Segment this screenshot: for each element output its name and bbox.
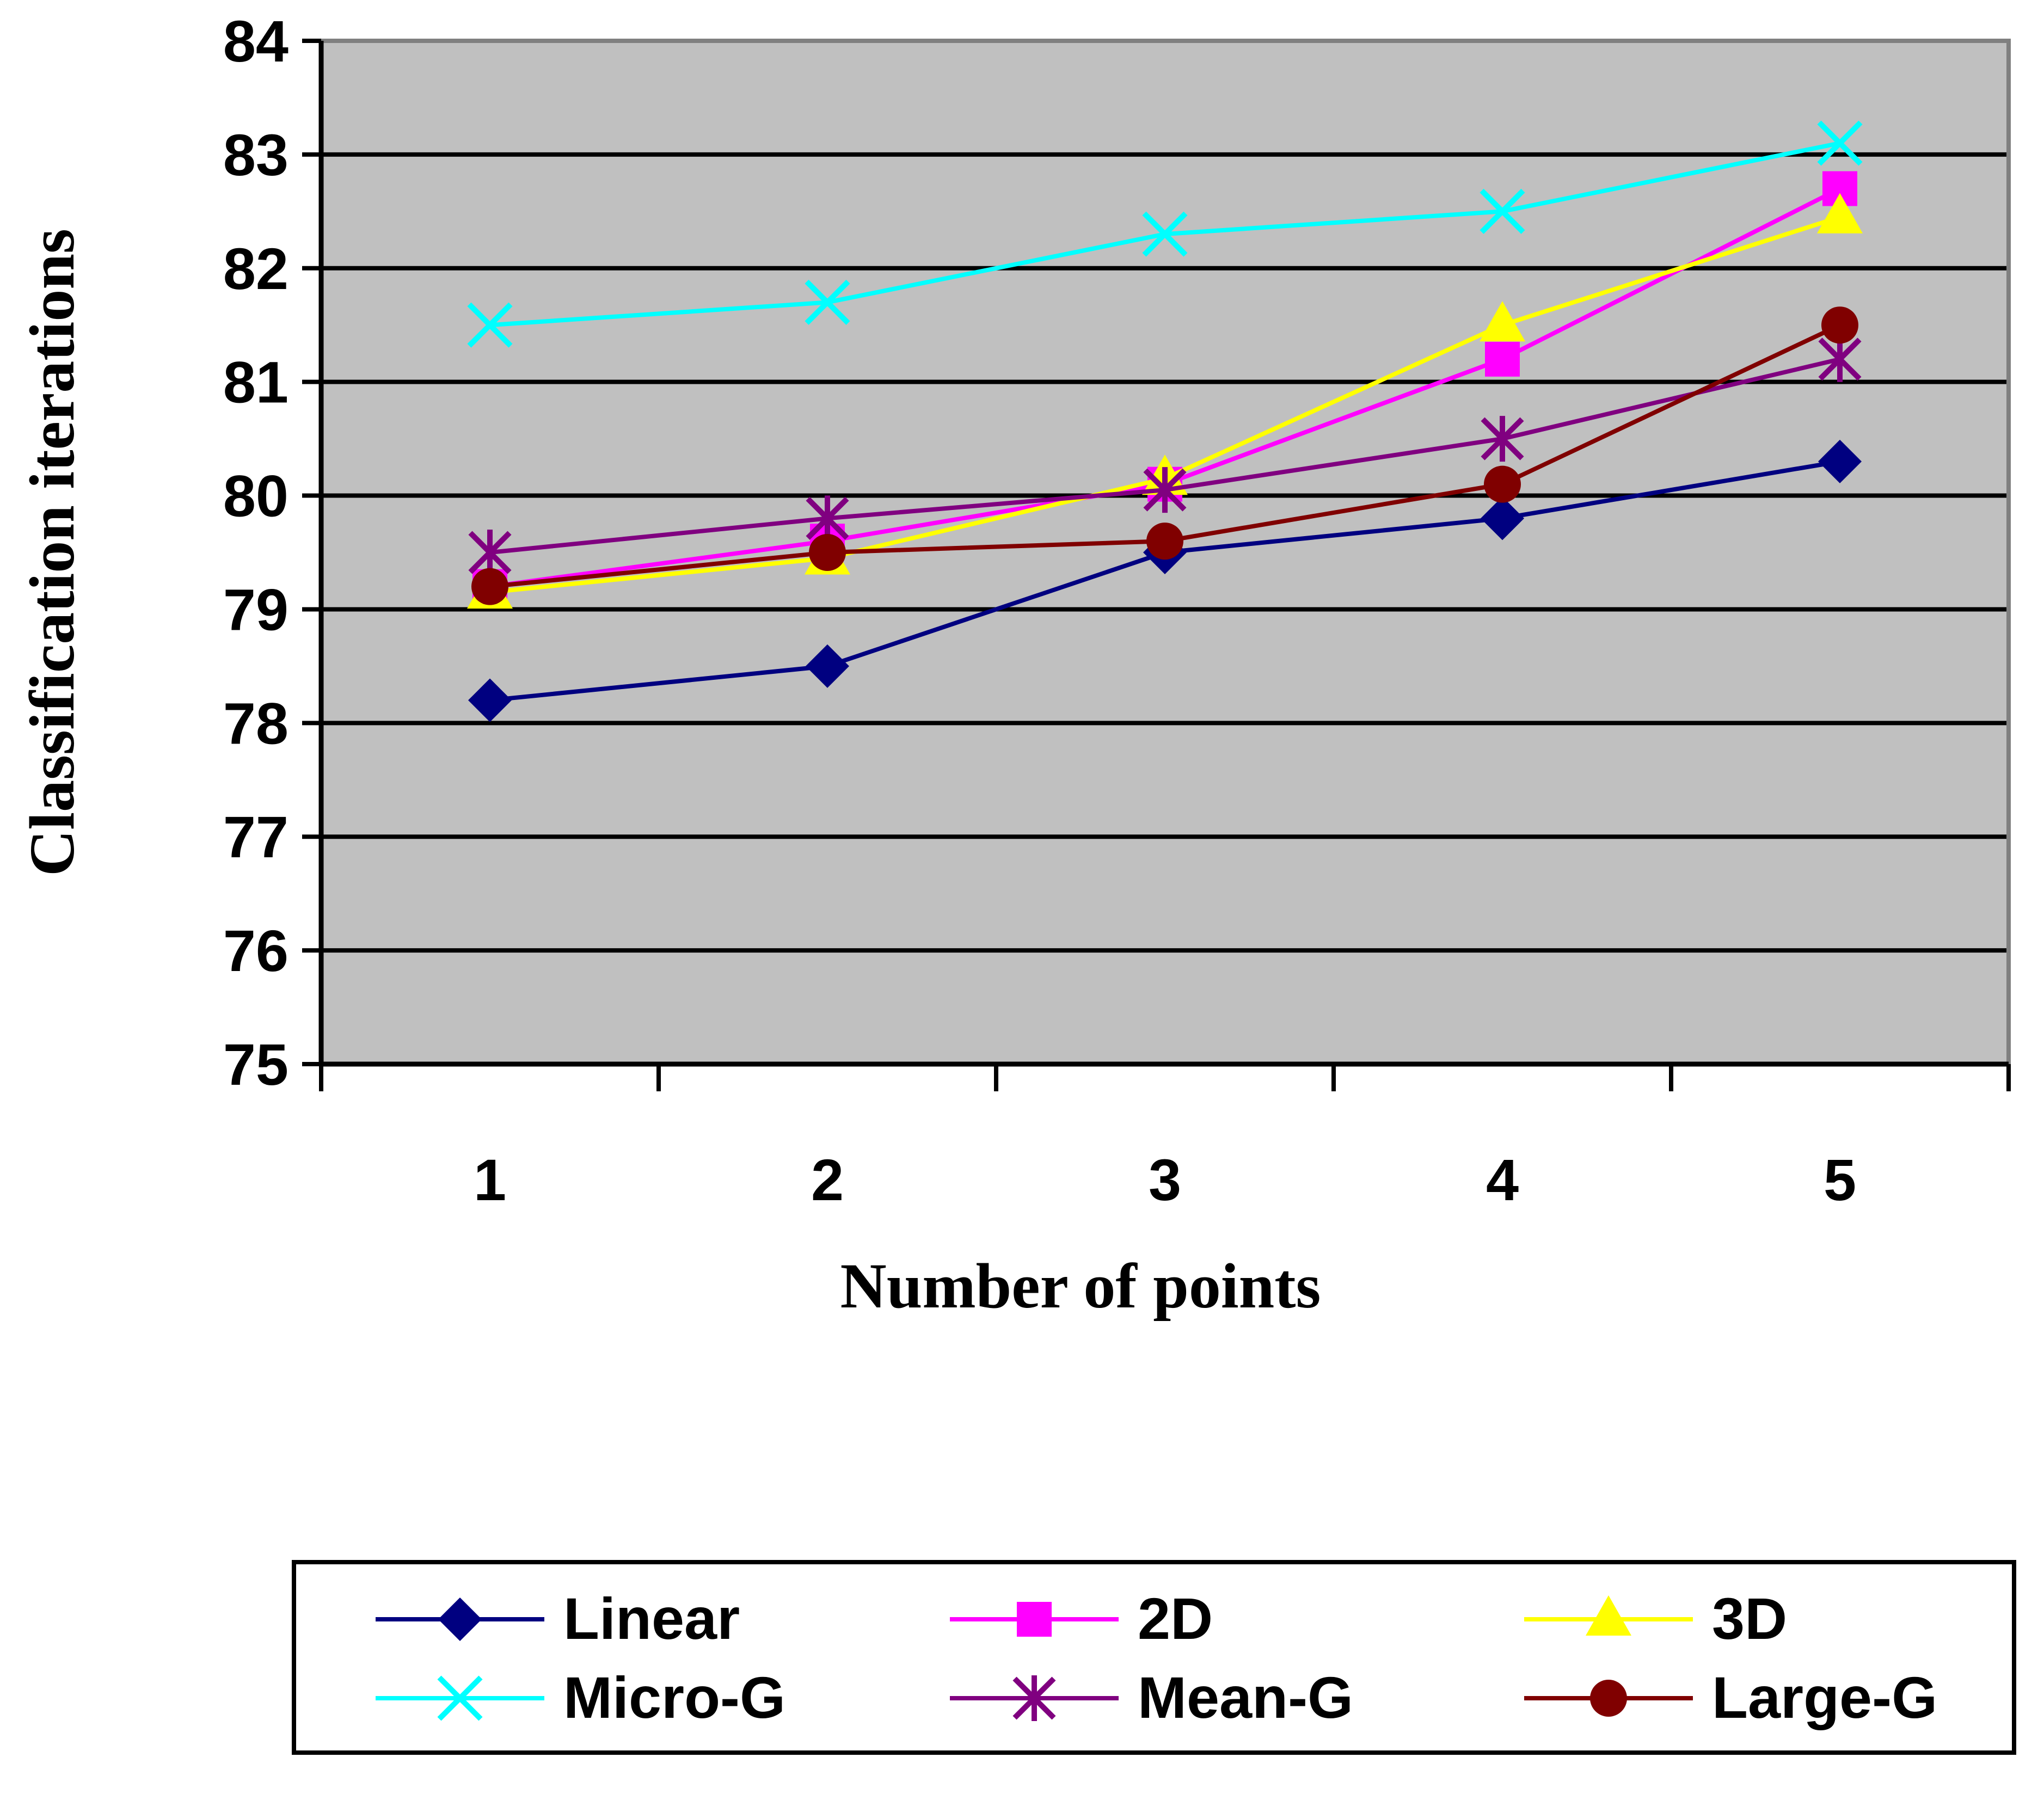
- legend-label: Micro-G: [563, 1664, 785, 1730]
- y-tick-label: 79: [223, 576, 289, 642]
- data-point: [1817, 193, 1863, 234]
- series-linear: [468, 439, 1862, 722]
- data-point: [1817, 120, 1863, 166]
- y-tick-label: 83: [223, 122, 289, 188]
- data-point: [805, 279, 850, 325]
- y-tick-label: 82: [223, 236, 289, 302]
- y-axis-title: Classification iterations: [16, 229, 88, 876]
- y-tick-label: 80: [223, 463, 289, 529]
- data-point: [806, 495, 849, 542]
- legend-entry: Large-G: [1524, 1664, 1937, 1730]
- legend-label: Linear: [563, 1586, 740, 1651]
- y-tick-label: 78: [223, 690, 289, 756]
- legend-label: Mean-G: [1138, 1664, 1353, 1730]
- legend-marker: [1586, 1595, 1631, 1636]
- data-point: [1142, 211, 1188, 257]
- legend-entry: Linear: [376, 1586, 740, 1651]
- data-point: [1481, 496, 1524, 540]
- legend-entry: 2D: [950, 1586, 1213, 1651]
- data-point: [809, 534, 846, 571]
- x-tick-label: 3: [1149, 1147, 1181, 1213]
- data-point: [1821, 306, 1858, 344]
- series-large-g: [471, 306, 1858, 605]
- legend-marker: [438, 1598, 482, 1641]
- x-tick-label: 4: [1486, 1147, 1519, 1213]
- series-mean-g: [468, 336, 1862, 575]
- legend-marker: [1012, 1675, 1056, 1721]
- gridlines: [321, 152, 2009, 953]
- legend-entry: Micro-G: [376, 1664, 785, 1730]
- legend-entry: Mean-G: [950, 1664, 1353, 1730]
- legend-label: Large-G: [1712, 1664, 1937, 1730]
- x-tick-label: 2: [811, 1147, 844, 1213]
- legend-marker: [437, 1675, 483, 1721]
- data-point: [467, 302, 513, 348]
- data-point: [468, 530, 512, 575]
- data-point: [1143, 467, 1187, 513]
- legend: Linear 2D 3D Micro-G Mean-G Large-G: [376, 1586, 1937, 1730]
- data-point: [1480, 188, 1525, 234]
- data-point: [468, 678, 512, 722]
- data-point: [1818, 439, 1862, 483]
- legend-marker: [1017, 1602, 1052, 1637]
- x-axis-title: Number of points: [840, 1250, 1321, 1322]
- data-point: [1481, 416, 1524, 462]
- series-micro-g: [467, 120, 1863, 348]
- y-tick-label: 84: [223, 8, 289, 74]
- y-tick-label: 76: [223, 918, 289, 984]
- y-tick-label: 81: [223, 349, 289, 415]
- data-point: [1818, 336, 1862, 382]
- x-tick-label: 1: [474, 1147, 506, 1213]
- data-point: [1484, 465, 1521, 503]
- data-point: [1480, 301, 1525, 342]
- y-tick-label: 77: [223, 804, 289, 870]
- data-point: [471, 568, 508, 605]
- axes: 75 76 77 78 79 80 81 82 83 84 1 2 3 4 5: [223, 8, 2011, 1213]
- y-tick-label: 75: [223, 1031, 289, 1097]
- legend-entry: 3D: [1524, 1586, 1787, 1651]
- legend-label: 3D: [1712, 1586, 1787, 1651]
- x-tick-label: 5: [1824, 1147, 1856, 1213]
- legend-marker: [1590, 1680, 1627, 1717]
- legend-box: [292, 1560, 2016, 1755]
- legend-label: 2D: [1138, 1586, 1213, 1651]
- data-point: [1146, 523, 1183, 560]
- data-point: [1485, 341, 1520, 377]
- series-group: [467, 120, 1863, 722]
- data-point: [806, 644, 849, 688]
